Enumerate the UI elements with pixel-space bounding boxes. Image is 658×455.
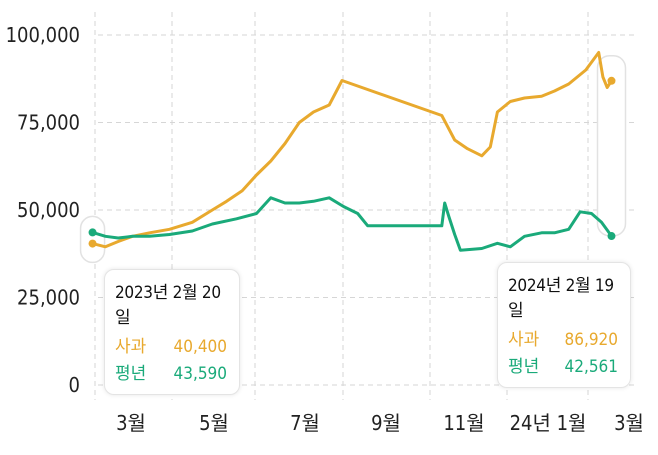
callout-start-avg-value: 43,590 <box>173 364 228 384</box>
y-tick-label: 25,000 <box>17 286 80 310</box>
average-end-point <box>607 232 616 241</box>
grid <box>94 12 636 400</box>
x-tick-label: 3월 <box>614 411 644 435</box>
x-tick-label: 3월 <box>116 411 146 435</box>
y-axis: 100,000 75,000 50,000 25,000 0 <box>6 23 80 397</box>
series-lines <box>88 51 616 252</box>
apple-end-point <box>607 76 616 85</box>
x-tick-label: 11월 <box>443 411 484 435</box>
start-highlight-marker <box>79 215 106 264</box>
callout-end-avg-label: 평년 <box>508 357 540 377</box>
y-tick-label: 75,000 <box>17 111 80 135</box>
y-tick-label: 0 <box>69 373 80 397</box>
callout-start-apple-label: 사과 <box>115 337 147 357</box>
callout-end-apple-value: 86,920 <box>564 330 619 350</box>
callout-end-apple-row: 사과 86,920 <box>508 327 618 354</box>
y-tick-label: 50,000 <box>17 198 80 222</box>
callout-end-date: 2024년 2월 19일 <box>508 276 614 321</box>
callout-start-avg-row: 평년 43,590 <box>115 361 227 388</box>
x-tick-label: 9월 <box>371 411 401 435</box>
callout-start-apple-row: 사과 40,400 <box>115 334 227 361</box>
y-tick-label: 100,000 <box>6 23 80 47</box>
series-average-line <box>92 196 613 252</box>
x-tick-label: 5월 <box>199 411 229 435</box>
x-axis: 3월 5월 7월 9월 11월 24년 1월 3월 <box>116 411 644 435</box>
series-apple-line <box>92 51 613 249</box>
callout-end-apple-label: 사과 <box>508 330 540 350</box>
callout-start: 2023년 2월 20일 사과 40,400 평년 43,590 <box>104 269 240 395</box>
callout-end-avg-value: 42,561 <box>564 357 619 377</box>
apple-start-point <box>88 239 97 248</box>
callout-end-avg-row: 평년 42,561 <box>508 354 618 381</box>
average-start-point <box>88 228 97 237</box>
x-tick-label: 7월 <box>290 411 320 435</box>
callout-start-date: 2023년 2월 20일 <box>115 283 221 328</box>
highlight-markers <box>79 55 627 264</box>
callout-start-apple-value: 40,400 <box>173 337 228 357</box>
callout-end: 2024년 2월 19일 사과 86,920 평년 42,561 <box>497 262 631 388</box>
callout-start-avg-label: 평년 <box>115 364 147 384</box>
x-tick-label: 24년 1월 <box>510 411 587 435</box>
